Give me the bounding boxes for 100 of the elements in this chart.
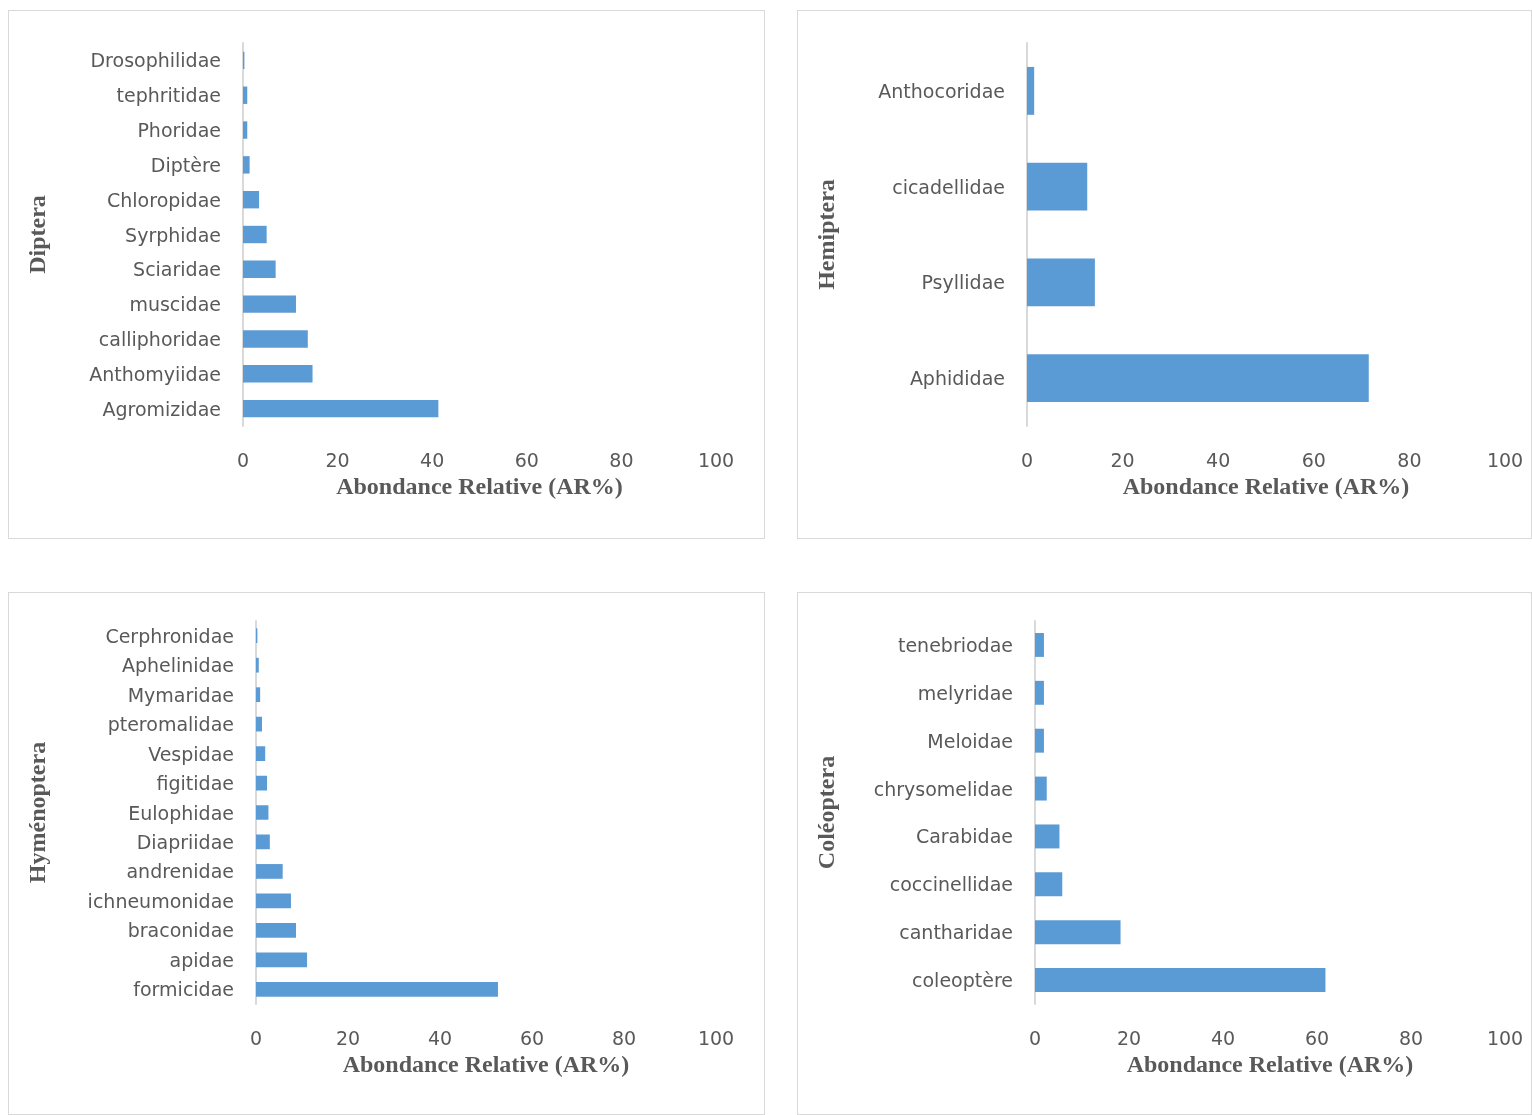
bar: [1035, 728, 1044, 753]
bar: [256, 893, 291, 909]
y-tick-label: Chloropidae: [107, 188, 221, 211]
y-tick-label: tenebriodae: [897, 633, 1013, 656]
x-axis-title: Abondance Relative (AR%): [336, 473, 623, 499]
y-tick-label: calliphoridae: [98, 327, 221, 350]
y-axis-title: Hemiptera: [813, 179, 839, 290]
x-tick-label: 20: [325, 448, 350, 471]
x-axis-title: Abondance Relative (AR%): [1126, 1051, 1414, 1077]
y-tick-label: coleoptère: [912, 969, 1013, 992]
bar: [1035, 968, 1326, 993]
y-tick-label: tephritidae: [116, 84, 221, 107]
x-tick-label: 100: [697, 448, 735, 471]
y-tick-label: Agromizidae: [102, 397, 221, 420]
x-tick-label: 80: [1397, 448, 1422, 471]
y-tick-label: cicadellidae: [892, 175, 1005, 198]
y-axis-title: Diptera: [24, 195, 50, 274]
y-tick-label: chrysomelidae: [873, 777, 1013, 800]
y-tick-label: Carabidae: [915, 825, 1013, 848]
bar: [243, 225, 267, 244]
y-tick-label: braconidae: [127, 919, 234, 942]
y-tick-label: coccinellidae: [889, 873, 1013, 896]
y-tick-label: Eulophidae: [128, 801, 234, 824]
y-tick-label: Anthomyiidae: [89, 362, 221, 385]
bar: [243, 365, 313, 383]
y-tick-label: Diptère: [150, 153, 221, 176]
bar: [1035, 920, 1121, 945]
x-tick-label: 20: [335, 1026, 361, 1049]
x-axis-title: Abondance Relative (AR%): [1122, 473, 1410, 499]
bar: [256, 834, 270, 850]
x-tick-label: 80: [1398, 1026, 1424, 1049]
y-tick-label: Psyllidae: [921, 271, 1005, 294]
bar: [243, 190, 260, 209]
bar: [256, 746, 266, 761]
y-tick-label: Cerphronidae: [105, 624, 234, 647]
x-tick-label: 60: [514, 448, 539, 471]
y-tick-label: Diapriidae: [136, 830, 234, 853]
bar: [243, 260, 276, 279]
bar: [243, 295, 296, 313]
y-tick-label: Meloidae: [927, 729, 1013, 752]
bar: [243, 86, 248, 104]
bar: [243, 121, 248, 139]
x-axis-title: Abondance Relative (AR%): [342, 1051, 630, 1077]
y-tick-label: Aphididae: [909, 367, 1005, 390]
y-tick-label: andrenidae: [126, 860, 234, 883]
y-tick-label: Syrphidae: [125, 223, 221, 246]
bar: [1035, 680, 1044, 705]
y-tick-label: muscidae: [129, 293, 221, 316]
x-tick-label: 0: [236, 448, 250, 471]
y-tick-label: ichneumonidae: [87, 889, 234, 912]
bar: [1035, 776, 1047, 801]
bar: [1027, 66, 1035, 115]
bar: [256, 657, 259, 673]
x-tick-label: 60: [1304, 1026, 1330, 1049]
bar: [1027, 258, 1095, 307]
x-tick-label: 40: [420, 448, 445, 471]
bar: [243, 399, 439, 418]
x-tick-label: 40: [1206, 448, 1231, 471]
y-tick-label: Drosophilidae: [90, 49, 221, 72]
y-tick-label: Mymaridae: [127, 683, 234, 706]
x-tick-label: 60: [519, 1026, 545, 1049]
y-tick-label: Sciaridae: [133, 258, 221, 281]
bar: [256, 687, 261, 703]
x-tick-label: 20: [1110, 448, 1135, 471]
y-tick-label: melyridae: [917, 681, 1013, 704]
y-tick-label: Aphelinidae: [121, 654, 234, 677]
x-tick-label: 100: [697, 1026, 735, 1049]
x-tick-label: 0: [249, 1026, 263, 1049]
x-tick-label: 60: [1301, 448, 1326, 471]
y-tick-label: pteromalidae: [107, 713, 234, 736]
y-tick-label: apidae: [169, 948, 234, 971]
bar: [1035, 632, 1044, 657]
bar: [243, 156, 250, 174]
bar: [256, 775, 268, 791]
bar: [256, 864, 283, 879]
y-tick-label: figitidae: [156, 772, 234, 795]
x-tick-label: 0: [1028, 1026, 1042, 1049]
bar: [1027, 162, 1088, 211]
x-tick-label: 100: [1486, 448, 1524, 471]
bar: [256, 805, 269, 820]
bar: [256, 952, 308, 968]
bar: [1035, 872, 1063, 897]
bar: [256, 716, 262, 732]
bar: [243, 330, 308, 348]
bar: [1027, 354, 1369, 403]
bar: [256, 922, 297, 938]
y-tick-label: formicidae: [133, 978, 234, 1001]
y-tick-label: Vespidae: [148, 742, 234, 765]
y-tick-label: cantharidae: [899, 921, 1013, 944]
x-tick-label: 40: [427, 1026, 453, 1049]
x-tick-label: 40: [1210, 1026, 1236, 1049]
y-axis-title: Hyménoptera: [24, 741, 50, 884]
y-tick-label: Phoridae: [137, 119, 221, 142]
y-axis-title: Coléoptera: [813, 755, 839, 870]
x-tick-label: 0: [1020, 448, 1034, 471]
x-tick-label: 100: [1486, 1026, 1524, 1049]
bar: [256, 981, 498, 997]
y-tick-label: Anthocoridae: [878, 79, 1005, 102]
bar: [1035, 824, 1060, 849]
x-tick-label: 80: [609, 448, 634, 471]
